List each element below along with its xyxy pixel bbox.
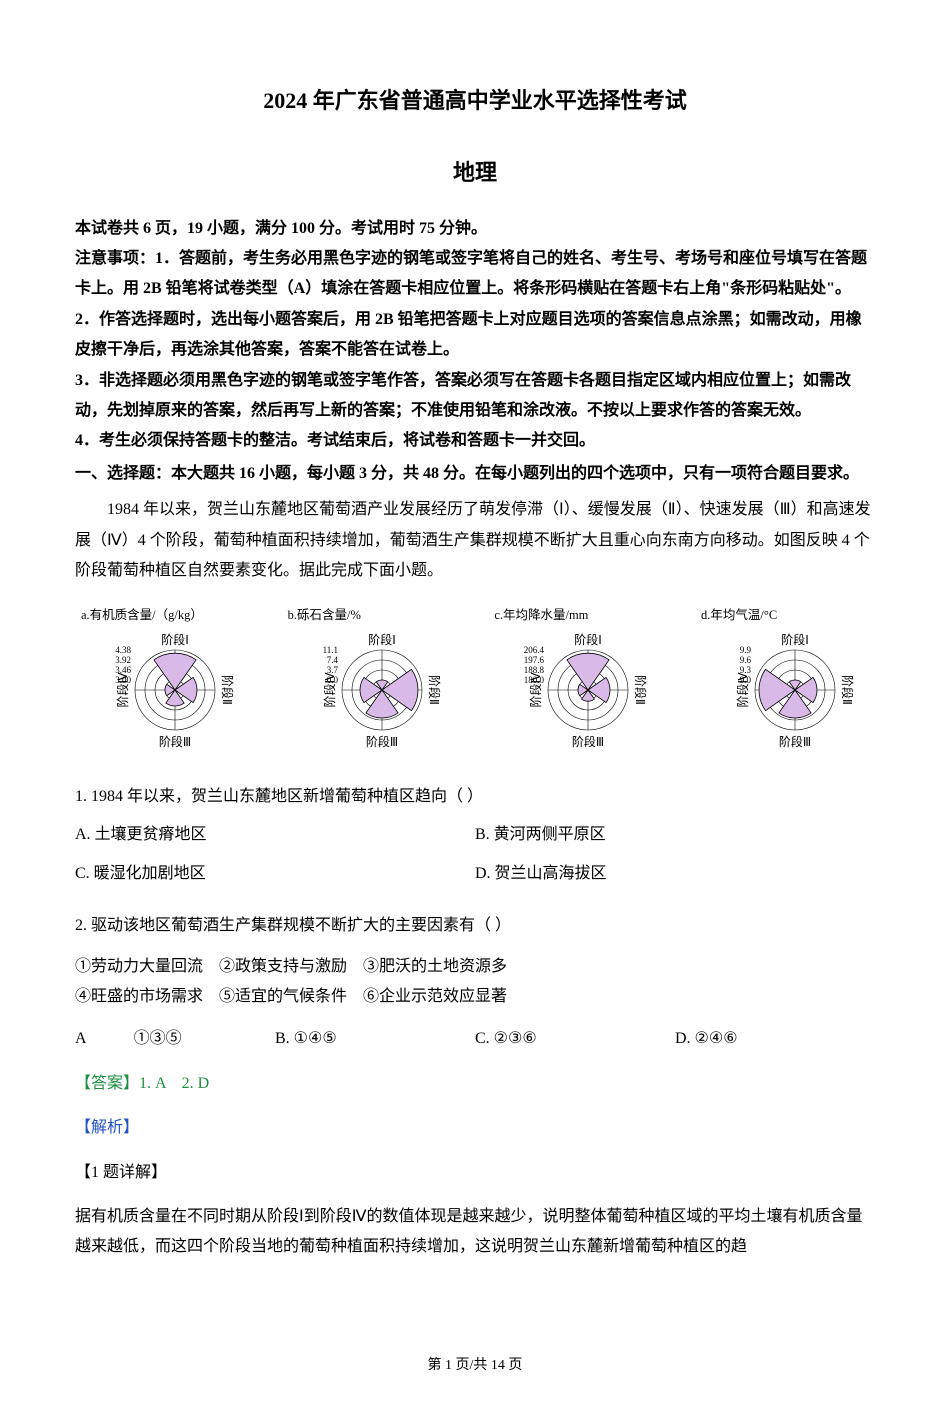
- svg-text:4.38: 4.38: [115, 645, 131, 655]
- subject-title: 地理: [75, 152, 875, 194]
- svg-text:阶段Ⅲ: 阶段Ⅲ: [572, 734, 604, 749]
- svg-text:阶段Ⅲ: 阶段Ⅲ: [779, 734, 811, 749]
- chart-c-title: c.年均降水量/mm: [488, 604, 668, 628]
- page-footer: 第 1 页/共 14 页: [75, 1353, 875, 1380]
- chart-b-title: b.砾石含量/%: [282, 604, 462, 628]
- instr-line-4: 3．非选择题必须用黑色字迹的钢笔或签字笔作答，答案必须写在答题卡各题目指定区域内…: [75, 366, 875, 427]
- svg-text:阶段Ⅳ: 阶段Ⅳ: [115, 672, 130, 707]
- q2-opt-d: D. ②④⑥: [675, 1024, 875, 1054]
- chart-d-title: d.年均气温/°C: [695, 604, 875, 628]
- svg-text:11.1: 11.1: [322, 645, 337, 655]
- svg-text:阶段Ⅳ: 阶段Ⅳ: [735, 672, 750, 707]
- explain-text: 据有机质含量在不同时期从阶段Ⅰ到阶段Ⅳ的数值体现是越来越少，说明整体葡萄种植区域…: [75, 1202, 875, 1263]
- svg-text:阶段Ⅳ: 阶段Ⅳ: [322, 672, 337, 707]
- charts-row: a.有机质含量/（g/kg） 4.383.923.463.00阶段Ⅰ阶段Ⅱ阶段Ⅲ…: [75, 604, 875, 760]
- passage-text: 1984 年以来，贺兰山东麓地区葡萄酒产业发展经历了萌发停滞（Ⅰ）、缓慢发展（Ⅱ…: [75, 495, 875, 586]
- q2-stem: 2. 驱动该地区葡萄酒生产集群规模不断扩大的主要因素有（ ）: [75, 911, 875, 941]
- section-heading: 一、选择题：本大题共 16 小题，每小题 3 分，共 48 分。在每小题列出的四…: [75, 459, 875, 489]
- svg-text:9.9: 9.9: [740, 645, 752, 655]
- q2-factors-1: ①劳动力大量回流 ②政策支持与激励 ③肥沃的土地资源多: [75, 952, 875, 982]
- q1-opt-d: D. 贺兰山高海拔区: [475, 859, 875, 889]
- answer-line: 【答案】1. A 2. D: [75, 1069, 875, 1099]
- chart-b: b.砾石含量/% 11.17.43.70.0阶段Ⅰ阶段Ⅱ阶段Ⅲ阶段Ⅳ: [282, 604, 462, 760]
- q1-opt-a: A. 土壤更贫瘠地区: [75, 820, 475, 850]
- page-title: 2024 年广东省普通高中学业水平选择性考试: [75, 80, 875, 122]
- radar-chart-b: 11.17.43.70.0阶段Ⅰ阶段Ⅱ阶段Ⅲ阶段Ⅳ: [282, 630, 462, 760]
- instr-line-3: 2．作答选择题时，选出每小题答案后，用 2B 铅笔把答题卡上对应题目选项的答案信…: [75, 305, 875, 366]
- radar-chart-a: 4.383.923.463.00阶段Ⅰ阶段Ⅱ阶段Ⅲ阶段Ⅳ: [75, 630, 255, 760]
- instructions-block: 本试卷共 6 页，19 小题，满分 100 分。考试用时 75 分钟。 注意事项…: [75, 214, 875, 457]
- svg-text:206.4: 206.4: [524, 645, 545, 655]
- svg-text:3.92: 3.92: [115, 655, 131, 665]
- chart-c: c.年均降水量/mm 206.4197.6188.8180.0阶段Ⅰ阶段Ⅱ阶段Ⅲ…: [488, 604, 668, 760]
- instr-line-1: 本试卷共 6 页，19 小题，满分 100 分。考试用时 75 分钟。: [75, 214, 875, 244]
- radar-chart-c: 206.4197.6188.8180.0阶段Ⅰ阶段Ⅱ阶段Ⅲ阶段Ⅳ: [488, 630, 668, 760]
- svg-text:9.6: 9.6: [740, 655, 752, 665]
- q2-opt-c: C. ②③⑥: [475, 1024, 675, 1054]
- sub-detail-1: 【1 题详解】: [75, 1158, 875, 1188]
- svg-text:阶段Ⅰ: 阶段Ⅰ: [575, 632, 603, 647]
- svg-text:阶段Ⅲ: 阶段Ⅲ: [366, 734, 398, 749]
- q1-opt-c: C. 暖湿化加剧地区: [75, 859, 475, 889]
- svg-text:阶段Ⅰ: 阶段Ⅰ: [161, 632, 189, 647]
- svg-text:阶段Ⅰ: 阶段Ⅰ: [368, 632, 396, 647]
- question-2: 2. 驱动该地区葡萄酒生产集群规模不断扩大的主要因素有（ ） ①劳动力大量回流 …: [75, 911, 875, 1055]
- chart-a: a.有机质含量/（g/kg） 4.383.923.463.00阶段Ⅰ阶段Ⅱ阶段Ⅲ…: [75, 604, 255, 760]
- q1-opt-b: B. 黄河两侧平原区: [475, 820, 875, 850]
- chart-d: d.年均气温/°C 9.99.69.39.0阶段Ⅰ阶段Ⅱ阶段Ⅲ阶段Ⅳ: [695, 604, 875, 760]
- chart-a-title: a.有机质含量/（g/kg）: [75, 604, 255, 628]
- svg-text:阶段Ⅱ: 阶段Ⅱ: [427, 675, 442, 705]
- question-1: 1. 1984 年以来，贺兰山东麓地区新增葡萄种植区趋向（ ） A. 土壤更贫瘠…: [75, 782, 875, 897]
- analysis-label: 【解析】: [75, 1113, 875, 1143]
- svg-text:阶段Ⅰ: 阶段Ⅰ: [781, 632, 809, 647]
- svg-text:阶段Ⅱ: 阶段Ⅱ: [220, 675, 235, 705]
- svg-text:阶段Ⅲ: 阶段Ⅲ: [159, 734, 191, 749]
- radar-chart-d: 9.99.69.39.0阶段Ⅰ阶段Ⅱ阶段Ⅲ阶段Ⅳ: [695, 630, 875, 760]
- svg-text:197.6: 197.6: [524, 655, 545, 665]
- q2-factors-2: ④旺盛的市场需求 ⑤适宜的气候条件 ⑥企业示范效应显著: [75, 982, 875, 1012]
- q2-opt-b: B. ①④⑤: [275, 1024, 475, 1054]
- instr-line-2: 注意事项：1．答题前，考生务必用黑色字迹的钢笔或签字笔将自己的姓名、考生号、考场…: [75, 244, 875, 305]
- svg-text:阶段Ⅳ: 阶段Ⅳ: [528, 672, 543, 707]
- svg-text:阶段Ⅱ: 阶段Ⅱ: [633, 675, 648, 705]
- svg-text:阶段Ⅱ: 阶段Ⅱ: [840, 675, 855, 705]
- instr-line-5: 4．考生必须保持答题卡的整洁。考试结束后，将试卷和答题卡一并交回。: [75, 426, 875, 456]
- q1-stem: 1. 1984 年以来，贺兰山东麓地区新增葡萄种植区趋向（ ）: [75, 782, 875, 812]
- q2-opt-a: A ①③⑤: [75, 1024, 275, 1054]
- svg-text:7.4: 7.4: [326, 655, 338, 665]
